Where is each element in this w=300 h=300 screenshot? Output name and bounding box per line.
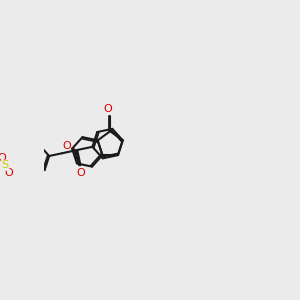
Text: O: O: [0, 152, 7, 163]
Text: O: O: [63, 141, 72, 151]
Text: O: O: [103, 104, 112, 114]
Text: O: O: [76, 168, 85, 178]
Text: S: S: [2, 160, 9, 170]
Text: O: O: [4, 168, 13, 178]
